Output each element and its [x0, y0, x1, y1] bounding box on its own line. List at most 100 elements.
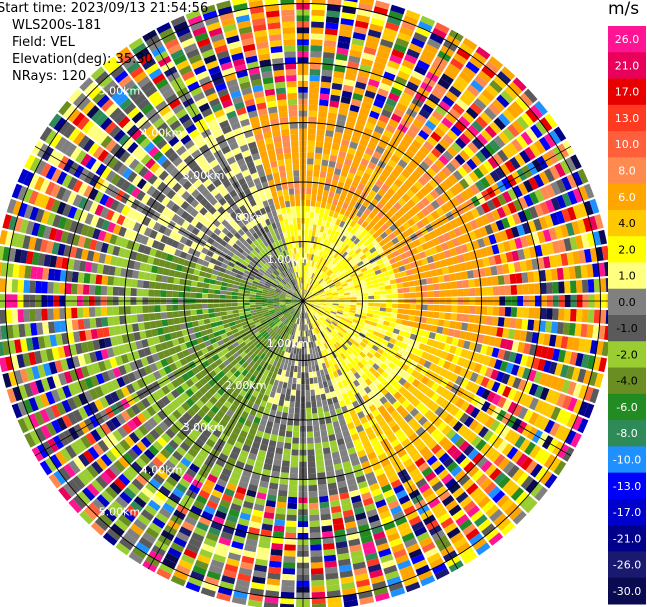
- radar-gate: [334, 260, 340, 267]
- radar-gate: [408, 159, 419, 170]
- radar-gate: [405, 189, 415, 199]
- radar-gate: [308, 253, 312, 261]
- radar-gate: [370, 321, 378, 327]
- radar-gate: [502, 479, 516, 493]
- radar-gate: [291, 383, 297, 390]
- radar-gate: [317, 277, 323, 283]
- radar-gate: [571, 171, 583, 187]
- radar-gate: [505, 251, 514, 263]
- radar-gate: [71, 271, 79, 283]
- radar-gate: [94, 285, 102, 295]
- radar-gate: [307, 235, 312, 242]
- radar-gate: [518, 392, 529, 406]
- radar-gate: [472, 324, 480, 333]
- radar-gate: [329, 439, 338, 448]
- radar-gate: [544, 113, 558, 129]
- radar-gate: [306, 305, 311, 311]
- radar-gate: [525, 259, 533, 271]
- radar-gate: [482, 160, 494, 173]
- radar-gate: [344, 397, 352, 406]
- radar-gate: [409, 261, 417, 269]
- radar-gate: [402, 212, 412, 221]
- radar-gate: [118, 287, 126, 296]
- radar-gate: [425, 277, 433, 285]
- radar-gate: [515, 318, 523, 329]
- radar-gate: [306, 291, 312, 297]
- radar-gate: [411, 194, 421, 205]
- radar-gate: [314, 303, 321, 306]
- radar-gate: [327, 482, 338, 490]
- radar-gate: [322, 57, 334, 65]
- radar-gate: [305, 290, 309, 296]
- radar-gate: [76, 284, 84, 295]
- radar-gate: [343, 306, 351, 310]
- radar-gate: [310, 544, 322, 551]
- radar-gate: [403, 505, 416, 516]
- radar-gate: [567, 397, 578, 412]
- radar-gate: [378, 355, 387, 363]
- radar-gate: [372, 580, 387, 591]
- radar-gate: [324, 310, 331, 314]
- radar-gate: [337, 309, 344, 313]
- radar-gate: [348, 249, 355, 256]
- radar-gate: [310, 316, 315, 323]
- radar-gate: [130, 305, 137, 314]
- radar-gate: [393, 391, 402, 400]
- radar-gate: [353, 567, 368, 576]
- radar-gate: [444, 189, 455, 200]
- radar-gate: [358, 430, 367, 439]
- radar-gate: [442, 440, 454, 452]
- radar-gate: [342, 509, 354, 518]
- radar-gate: [319, 317, 325, 323]
- radar-gate: [415, 26, 431, 38]
- radar-gate: [310, 51, 322, 58]
- radar-gate: [319, 271, 325, 278]
- radar-gate: [226, 314, 234, 319]
- radar-gate: [558, 281, 565, 294]
- radar-gate: [304, 289, 306, 296]
- radar-gate: [307, 271, 310, 278]
- radar-gate: [398, 494, 411, 505]
- radar-gate: [357, 361, 365, 369]
- radar-gate: [381, 255, 389, 263]
- radar-gate: [489, 121, 502, 135]
- radar-gate: [391, 168, 401, 178]
- radar-gate: [336, 285, 343, 289]
- radar-gate: [311, 15, 325, 23]
- radar-gate: [378, 418, 387, 428]
- radar-gate: [347, 172, 355, 180]
- radar-gate: [445, 289, 452, 297]
- radar-gate: [372, 442, 382, 452]
- radar-gate: [412, 437, 423, 447]
- radar-gate: [374, 592, 390, 602]
- radar-gate: [311, 591, 326, 599]
- radar-gate: [462, 340, 471, 350]
- radar-gate: [219, 307, 227, 312]
- radar-gate: [388, 232, 396, 241]
- radar-gate: [402, 203, 412, 212]
- radar-gate: [202, 282, 210, 289]
- radar-gate: [374, 303, 381, 307]
- radar-gate: [424, 345, 432, 353]
- radar-gate: [390, 312, 398, 319]
- radar-gate: [278, 483, 288, 491]
- radar-gate: [312, 340, 317, 348]
- radar-gate: [310, 359, 315, 366]
- radar-gate: [346, 355, 354, 363]
- radar-gate: [314, 297, 321, 300]
- radar-gate: [411, 378, 421, 388]
- radar-gate: [309, 80, 320, 88]
- radar-gate: [411, 214, 421, 224]
- radar-gate: [313, 267, 317, 274]
- radar-gate: [380, 231, 388, 240]
- radar-gate: [312, 289, 318, 294]
- radar-gate: [554, 162, 566, 178]
- radar-gate: [281, 585, 295, 593]
- radar-gate: [434, 333, 442, 342]
- radar-gate: [285, 370, 290, 378]
- radar-gate: [354, 347, 362, 355]
- radar-gate: [485, 346, 494, 357]
- radar-gate: [512, 185, 523, 198]
- radar-gate: [599, 278, 607, 293]
- radar-gate: [308, 229, 313, 237]
